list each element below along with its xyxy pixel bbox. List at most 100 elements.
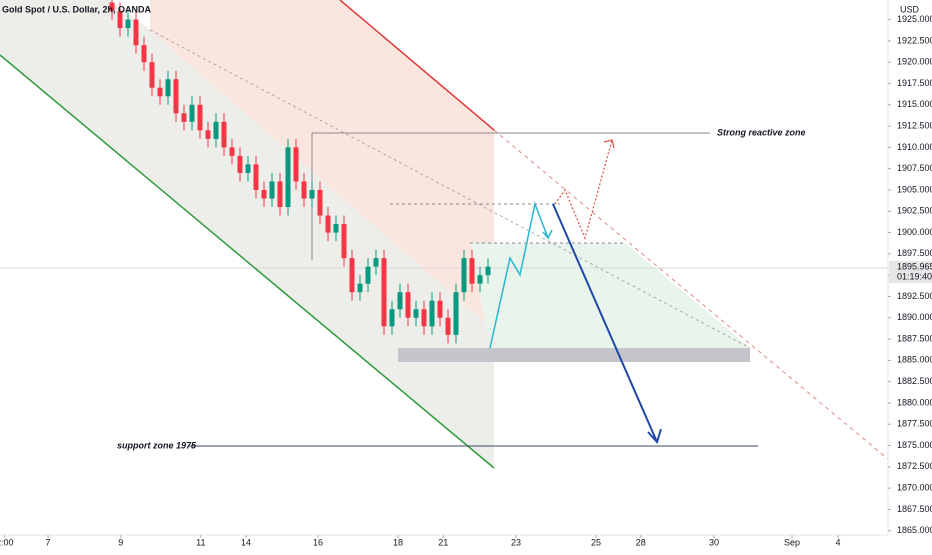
target-zone bbox=[470, 243, 750, 348]
x-tick-label: 9 bbox=[118, 537, 123, 547]
candle-body bbox=[269, 181, 275, 199]
candle-body bbox=[453, 292, 459, 335]
x-tick-label: 23 bbox=[511, 537, 521, 547]
candle-body bbox=[205, 130, 211, 139]
x-tick-label: 25 bbox=[591, 537, 601, 547]
annotation: support zone 1975 bbox=[117, 440, 197, 450]
arrow-head bbox=[542, 229, 553, 240]
y-tick-label: 1865.000 bbox=[897, 525, 932, 535]
candle-body bbox=[445, 317, 451, 335]
demand-box bbox=[398, 348, 750, 362]
candle-body bbox=[229, 147, 235, 156]
x-tick-label: 28 bbox=[636, 537, 646, 547]
axis: 1865.000 1867.500 1870.000 1872.500 1875.000… bbox=[888, 14, 932, 535]
y-tick-label: 1867.500 bbox=[897, 504, 932, 514]
sell-zone bbox=[150, 0, 494, 330]
y-tick-label: 1880.000 bbox=[897, 397, 932, 407]
candle-body bbox=[109, 2, 115, 12]
candle-body bbox=[381, 258, 387, 327]
y-tick-label: 1910.000 bbox=[897, 142, 932, 152]
candle-body bbox=[317, 189, 323, 216]
y-tick-label: 1890.000 bbox=[897, 312, 932, 322]
candle-body bbox=[245, 164, 251, 173]
y-tick-label: 1882.500 bbox=[897, 376, 932, 386]
y-tick-label: 1900.000 bbox=[897, 227, 932, 237]
candle-body bbox=[221, 121, 227, 148]
y-tick-label: 1920.000 bbox=[897, 57, 932, 67]
candle-body bbox=[437, 300, 443, 318]
x-tick-label: 21 bbox=[438, 537, 448, 547]
candle-body bbox=[365, 266, 371, 284]
candle-body bbox=[157, 87, 163, 97]
candle-body bbox=[237, 155, 243, 173]
candle-body bbox=[309, 189, 315, 199]
y-tick-label: 1875.000 bbox=[897, 440, 932, 450]
x-tick-label: Sep bbox=[784, 537, 800, 547]
candle-body bbox=[253, 164, 259, 190]
alt-projection bbox=[554, 139, 613, 240]
candle-body bbox=[485, 266, 491, 276]
candle-body bbox=[197, 104, 203, 131]
candle-body bbox=[189, 104, 195, 122]
projection bbox=[489, 201, 549, 349]
candle-body bbox=[429, 300, 435, 327]
candle-body bbox=[301, 181, 307, 199]
last-price-box bbox=[889, 260, 932, 283]
y-tick-label: 1917.500 bbox=[897, 78, 932, 88]
candle-body bbox=[149, 62, 155, 88]
mid-line bbox=[149, 29, 751, 349]
candle-body bbox=[325, 215, 331, 233]
candle-body bbox=[397, 292, 403, 310]
candle-body bbox=[333, 224, 339, 233]
candle-body bbox=[293, 147, 299, 182]
currency: USD bbox=[900, 4, 920, 14]
arrow-head bbox=[647, 428, 662, 444]
last-price: 1895.965 bbox=[897, 261, 932, 271]
y-tick-label: 1872.500 bbox=[897, 461, 932, 471]
x-tick-label: 2:00 bbox=[0, 537, 14, 547]
candle-body bbox=[165, 79, 171, 97]
candle-body bbox=[469, 258, 475, 284]
countdown: 01:19:40 bbox=[897, 271, 932, 281]
candle-body bbox=[373, 258, 379, 267]
y-tick-label: 1897.500 bbox=[897, 248, 932, 258]
candle-body bbox=[349, 258, 355, 293]
candle-body bbox=[261, 189, 267, 199]
channel-top-ext bbox=[493, 129, 896, 466]
arrow-head bbox=[603, 139, 615, 149]
x-tick-label: 4 bbox=[835, 537, 840, 547]
y-tick-label: 1892.500 bbox=[897, 291, 932, 301]
x-tick-label: 16 bbox=[313, 537, 323, 547]
x-tick-label: 30 bbox=[709, 537, 719, 547]
candle-body bbox=[141, 45, 147, 63]
candle-body bbox=[405, 292, 411, 318]
main-projection bbox=[552, 203, 658, 443]
candle-body bbox=[181, 113, 187, 122]
chart-title: Gold Spot / U.S. Dollar, 2h, OANDA bbox=[2, 4, 152, 14]
candle-body bbox=[421, 309, 427, 327]
y-tick-label: 1907.500 bbox=[897, 163, 932, 173]
candle-body bbox=[173, 79, 179, 114]
channel-bottom bbox=[0, 54, 495, 469]
candle-body bbox=[285, 147, 291, 208]
candle-body bbox=[389, 309, 395, 327]
y-tick-label: 1877.500 bbox=[897, 419, 932, 429]
channel-zone bbox=[0, 0, 494, 468]
candle-body bbox=[125, 19, 131, 29]
x-tick-label: 7 bbox=[45, 537, 50, 547]
candle-body bbox=[213, 121, 219, 139]
candle-body bbox=[117, 11, 123, 29]
y-tick-label: 1925.000 bbox=[897, 14, 932, 24]
candles bbox=[109, 0, 491, 344]
y-tick-label: 1905.000 bbox=[897, 184, 932, 194]
y-tick-label: 1922.500 bbox=[897, 35, 932, 45]
y-tick-label: 1885.000 bbox=[897, 355, 932, 365]
y-tick-label: 1902.500 bbox=[897, 206, 932, 216]
y-tick-label: 1915.000 bbox=[897, 99, 932, 109]
candle-body bbox=[461, 258, 467, 293]
candle-body bbox=[341, 224, 347, 259]
candle-body bbox=[277, 181, 283, 208]
annotation: Strong reactive zone bbox=[717, 127, 806, 137]
channel-top bbox=[339, 0, 495, 131]
